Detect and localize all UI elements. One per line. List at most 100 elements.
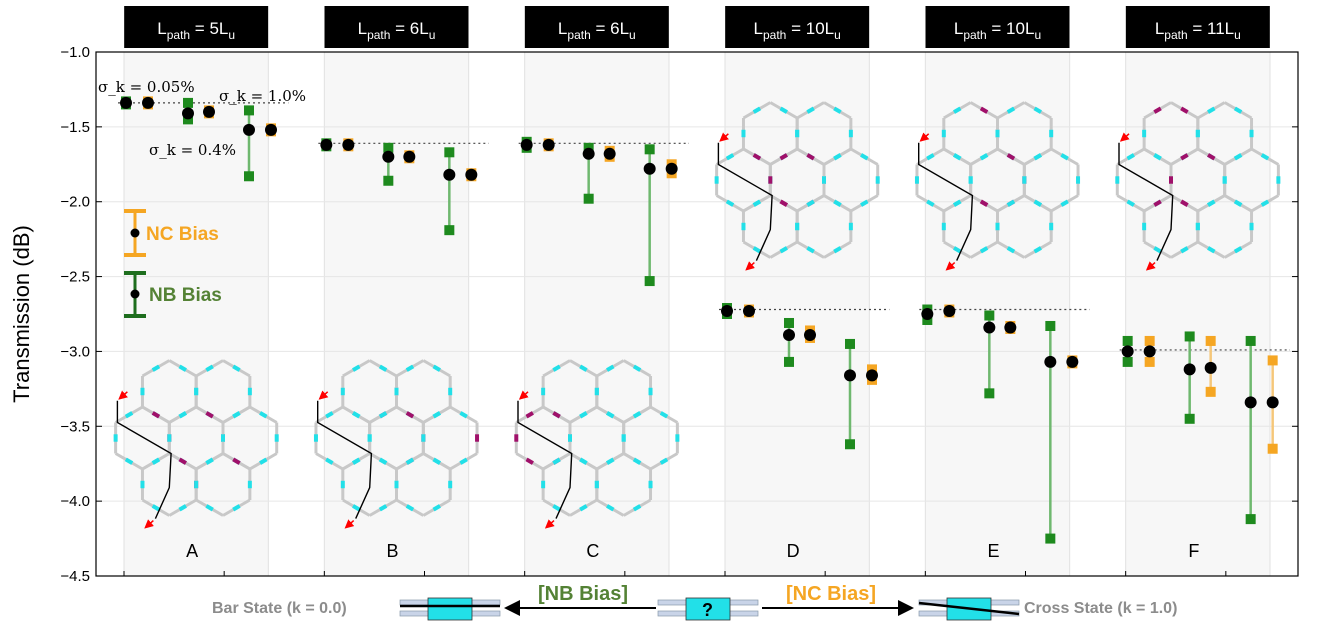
nc-mean-marker: [1204, 361, 1217, 374]
nb-mean-marker: [182, 107, 194, 120]
nb-mean-marker: [921, 308, 934, 320]
panel-headers: Lpath = 5Lu Lpath = 6Lu Lpath = 6Lu Lpath =…: [124, 6, 1270, 48]
panel-letter-b: B: [386, 541, 398, 561]
nc-max-marker: [1144, 335, 1155, 346]
sigma-annotation-1: σ_k = 0.05%: [98, 78, 195, 96]
y-tick-label: −2.5: [60, 269, 90, 286]
panel-letter-e: E: [987, 541, 999, 561]
nb-min-marker: [244, 171, 254, 182]
bar-state-label: Bar State (k = 0.0): [212, 600, 347, 617]
nc-mean-marker: [1143, 345, 1156, 358]
panel-header-e: [925, 6, 1070, 48]
nb-min-marker: [984, 388, 995, 399]
nc-mean-marker: [804, 328, 816, 341]
nc-mean-marker: [943, 305, 956, 318]
y-tick-label: −3.0: [60, 343, 90, 360]
lattice-a: [113, 359, 279, 529]
nb-mean-marker: [1244, 396, 1257, 409]
nb-mean-marker: [643, 162, 656, 175]
panel-header-a: [124, 6, 269, 48]
y-tick-label: −1.5: [60, 119, 90, 136]
panel-header-c: [524, 6, 669, 48]
unknown-coupler-icon: ?: [657, 597, 759, 621]
nb-max-marker: [444, 147, 455, 158]
lattice-c: [514, 359, 680, 529]
y-tick-label: −3.5: [60, 418, 90, 435]
legend-nb-symbol: [124, 271, 146, 318]
nb-mean-marker: [520, 138, 533, 151]
nb-mean-marker: [443, 168, 456, 181]
nb-mean-marker: [1183, 363, 1196, 376]
nb-min-marker: [1245, 514, 1256, 525]
baseline-lines: [118, 102, 1290, 351]
nc-mean-marker: [1004, 321, 1017, 334]
nc-mean-marker: [542, 138, 555, 151]
lattice-d: [714, 101, 880, 271]
lattice-e: [914, 101, 1081, 271]
legend-nc-label: NC Bias: [146, 224, 219, 245]
nc-mean-marker: [1266, 396, 1279, 409]
legend-nc-symbol: [124, 209, 146, 257]
panel-letter-d: D: [787, 541, 800, 561]
data-marks: [120, 96, 1279, 544]
nb-max-marker: [183, 97, 193, 108]
nc-mean-marker: [203, 105, 215, 118]
sigma-annotation-2: σ_k = 1.0%: [219, 87, 306, 105]
panel-header-label: Lpath = 11Lu: [1155, 19, 1241, 42]
nb-mean-marker: [721, 305, 733, 318]
nb-max-marker: [1122, 335, 1133, 346]
nb-min-marker: [784, 356, 794, 367]
nc-min-marker: [1267, 443, 1278, 454]
nb-max-marker: [1245, 335, 1256, 346]
nc-min-marker: [1144, 356, 1155, 367]
legend-nb-label: NB Bias: [149, 285, 222, 306]
panel-header-b: [324, 6, 469, 48]
nb-max-marker: [1184, 331, 1195, 342]
nc-mean-marker: [142, 96, 154, 109]
panel-header-label: Lpath = 10Lu: [954, 19, 1041, 42]
plot-frame: [95, 51, 1299, 577]
nc-min-marker: [1205, 386, 1216, 397]
nb-mean-marker: [1044, 355, 1057, 368]
panel-header-label: Lpath = 5Lu: [157, 19, 235, 42]
nc-mean-marker: [1066, 355, 1079, 368]
panel-header-d: [725, 6, 870, 48]
y-tick-label: −2.0: [60, 194, 90, 211]
lattice-b: [313, 359, 480, 529]
nc-bracket-label: [NC Bias]: [786, 583, 876, 605]
nc-max-marker: [1205, 335, 1216, 346]
sigma-annotation-3: σ_k = 0.4%: [149, 141, 236, 159]
nb-mean-marker: [983, 321, 996, 334]
panel-letter-a: A: [186, 541, 198, 561]
nb-mean-marker: [582, 147, 595, 160]
nc-mean-marker: [603, 147, 616, 160]
y-tick-label: −4.0: [60, 493, 90, 510]
nc-mean-marker: [265, 123, 277, 136]
nc-mean-marker: [342, 138, 355, 151]
plot-area: [96, 52, 1298, 576]
nb-mean-marker: [320, 138, 333, 151]
panel-header-label: Lpath = 6Lu: [358, 19, 436, 42]
nb-max-marker: [1045, 320, 1056, 331]
y-tick-label: −4.5: [60, 568, 90, 585]
nc-mean-marker: [743, 305, 755, 318]
axes-border: [95, 51, 1299, 577]
y-axis-label: Transmission (dB): [9, 225, 34, 403]
panel-header-f: [1125, 6, 1270, 48]
panel-letter-f: F: [1188, 541, 1199, 561]
nb-min-marker: [383, 175, 394, 186]
nb-max-marker: [984, 310, 995, 321]
panel-header-label: Lpath = 10Lu: [754, 19, 841, 42]
nb-min-marker: [644, 276, 655, 287]
panel-letter-c: C: [586, 541, 599, 561]
nb-mean-marker: [243, 123, 255, 136]
nb-max-marker: [244, 105, 254, 116]
panel-header-label: Lpath = 6Lu: [558, 19, 636, 42]
nc-max-marker: [1267, 355, 1278, 366]
bar-state-coupler-icon: [399, 597, 501, 621]
nb-mean-marker: [783, 328, 795, 341]
nb-bracket-label: [NB Bias]: [538, 583, 628, 605]
question-mark: ?: [702, 600, 713, 620]
panel-letters: A B C D E F: [186, 541, 1199, 561]
nb-max-marker: [784, 317, 794, 328]
